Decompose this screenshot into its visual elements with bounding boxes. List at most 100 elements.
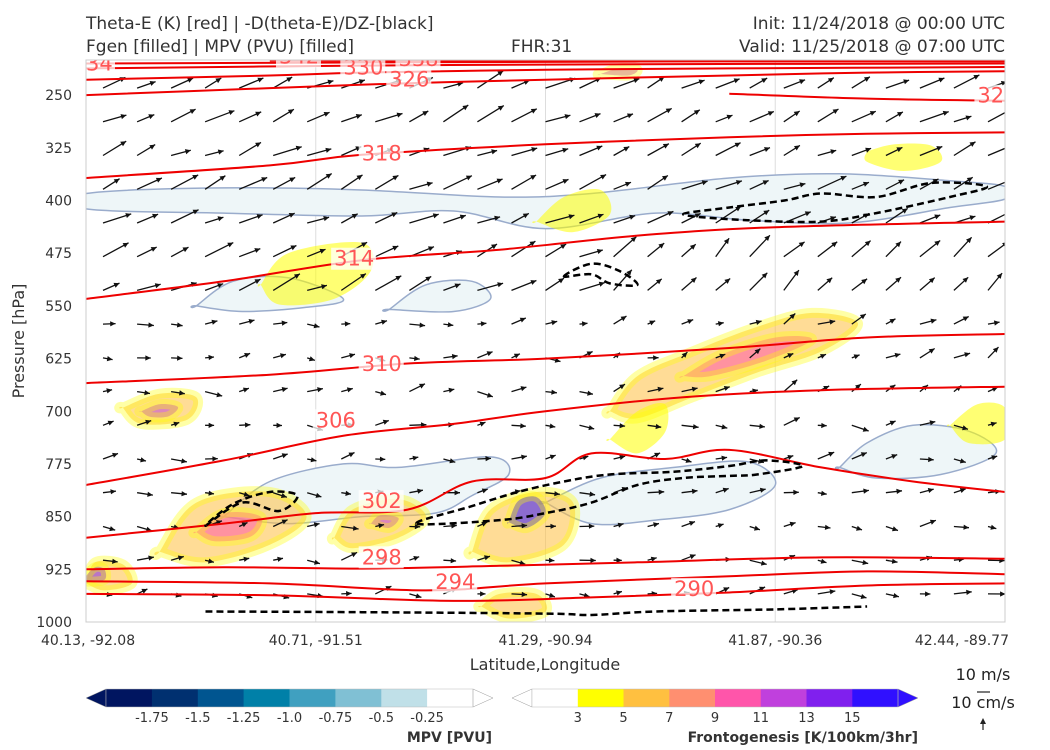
x-tick-label: 41.87, -90.36 bbox=[728, 633, 822, 649]
wind-vector-head bbox=[281, 519, 288, 525]
wind-vector-head bbox=[789, 313, 796, 320]
wind-vector-head bbox=[179, 390, 185, 396]
fgen-region bbox=[679, 335, 813, 378]
wind-vector-head bbox=[462, 105, 469, 111]
wind-vector-head bbox=[551, 389, 557, 395]
wind-vector-head bbox=[925, 591, 931, 597]
contour-label-bg bbox=[340, 60, 386, 79]
forecast-hour: FHR:31 bbox=[511, 37, 573, 57]
wind-vector-head bbox=[896, 488, 902, 494]
mpv-colorbar-swatch bbox=[335, 689, 382, 707]
theta-e-contour-label: 298 bbox=[362, 545, 402, 569]
wind-vector-head bbox=[149, 81, 156, 86]
y-tick-label: 400 bbox=[45, 194, 72, 210]
theta-e-contour-label: 32 bbox=[977, 84, 1004, 108]
fgen-colorbar-tick-label: 9 bbox=[711, 711, 719, 726]
wind-vector-head bbox=[733, 78, 740, 84]
wind-vector-head bbox=[308, 356, 315, 362]
wind-vector-head bbox=[494, 215, 501, 221]
wind-vector-head bbox=[155, 177, 162, 183]
wind-vector-head bbox=[392, 245, 399, 251]
wind-vector-head bbox=[942, 110, 949, 116]
wind-vector-head bbox=[860, 452, 867, 458]
wind-vector-head bbox=[630, 236, 637, 243]
wind-vector-head bbox=[662, 175, 668, 181]
chart-title-line2: Fgen [filled] | MPV (PVU) [filled] bbox=[86, 37, 355, 57]
wind-vector-head bbox=[583, 592, 590, 598]
ddz-contour bbox=[562, 262, 639, 288]
wind-vector-head bbox=[480, 591, 486, 597]
mpv-colorbar-frame bbox=[105, 688, 474, 708]
wind-vector-head bbox=[616, 557, 622, 563]
wind-vector-head bbox=[754, 348, 761, 355]
wind-vector-head bbox=[148, 322, 154, 328]
theta-e-contour-label: 294 bbox=[435, 570, 475, 594]
wind-vector-head bbox=[177, 555, 184, 561]
wind-vector-head bbox=[281, 387, 288, 393]
wind-vector-head bbox=[325, 147, 332, 153]
wind-vector-head bbox=[521, 454, 527, 460]
wind-vector-head bbox=[891, 454, 898, 459]
theta-e-contour-label: 326 bbox=[389, 68, 429, 92]
wind-vector-head bbox=[962, 277, 969, 283]
wind-vector-head bbox=[658, 489, 665, 495]
wind-vector-head bbox=[934, 214, 941, 220]
wind-vector-head bbox=[417, 488, 423, 494]
wind-vector-head bbox=[1010, 209, 1016, 214]
wind-vector-head bbox=[928, 277, 935, 284]
wind-vector-head bbox=[481, 521, 488, 527]
wind-vector-head bbox=[863, 488, 869, 494]
wind-vector-head bbox=[763, 210, 770, 216]
wind-vector-head bbox=[182, 247, 189, 253]
fgen-colorbar-frame bbox=[531, 688, 899, 708]
theta-e-contour bbox=[86, 62, 1005, 70]
wind-vector-head bbox=[422, 111, 429, 116]
wind-vector-head bbox=[895, 241, 901, 248]
mpv-colorbar-swatch bbox=[151, 689, 199, 707]
contour-label-bg bbox=[671, 577, 717, 600]
wind-vector-head bbox=[831, 241, 838, 248]
wind-vector-head bbox=[449, 458, 456, 464]
mpv-colorbar-tick-label: -1.25 bbox=[227, 711, 261, 726]
wind-vector-head bbox=[862, 559, 869, 565]
wind-vector-head bbox=[107, 420, 114, 426]
wind-vector-head bbox=[244, 353, 251, 358]
wind-vector-head bbox=[787, 455, 794, 460]
x-tick-label: 42.44, -89.77 bbox=[915, 633, 1009, 649]
wind-vector bbox=[987, 111, 1005, 123]
fgen-colorbar-swatch bbox=[760, 689, 808, 707]
wind-vector-head bbox=[313, 522, 320, 528]
wind-vector-head bbox=[588, 523, 595, 529]
wind-vector-head bbox=[759, 423, 765, 429]
wind-vector-head bbox=[554, 491, 560, 497]
init-time: Init: 11/24/2018 @ 00:00 UTC bbox=[752, 14, 1005, 34]
contour-label-bg bbox=[358, 490, 404, 513]
wind-vector-head bbox=[122, 242, 129, 248]
wind-vector-head bbox=[125, 213, 132, 218]
wind-vector-head bbox=[110, 321, 116, 327]
wind-vector-head bbox=[208, 558, 214, 564]
wind-vector-head bbox=[177, 355, 183, 361]
wind-vector-head bbox=[654, 452, 661, 458]
wind-vector-head bbox=[480, 321, 487, 327]
wind-vector-head bbox=[685, 457, 692, 463]
fgen-colorbar-swatch bbox=[806, 689, 853, 707]
theta-e-contour-label: 306 bbox=[316, 408, 356, 432]
theta-e-contour bbox=[729, 92, 1005, 102]
wind-vector-head bbox=[717, 523, 724, 529]
wind-vector-head bbox=[793, 111, 800, 117]
theta-e-contour bbox=[86, 570, 1005, 592]
x-axis-ticks: 40.13, -92.08 40.71, -91.51 41.29, -90.94 4… bbox=[41, 633, 1009, 649]
theta-e-contour bbox=[86, 131, 1005, 179]
wind-vector-head bbox=[992, 347, 999, 353]
wind-vector-head bbox=[598, 281, 605, 287]
wind-vector-head bbox=[358, 79, 365, 85]
wind-vector-head bbox=[889, 318, 896, 324]
wind-vector-head bbox=[903, 79, 910, 85]
wind-vector-head bbox=[243, 556, 250, 562]
fgen-region-halo bbox=[86, 561, 112, 587]
wind-vector-head bbox=[820, 354, 826, 359]
wind-vector-head bbox=[1000, 591, 1005, 597]
wind-vector-head bbox=[856, 525, 862, 531]
